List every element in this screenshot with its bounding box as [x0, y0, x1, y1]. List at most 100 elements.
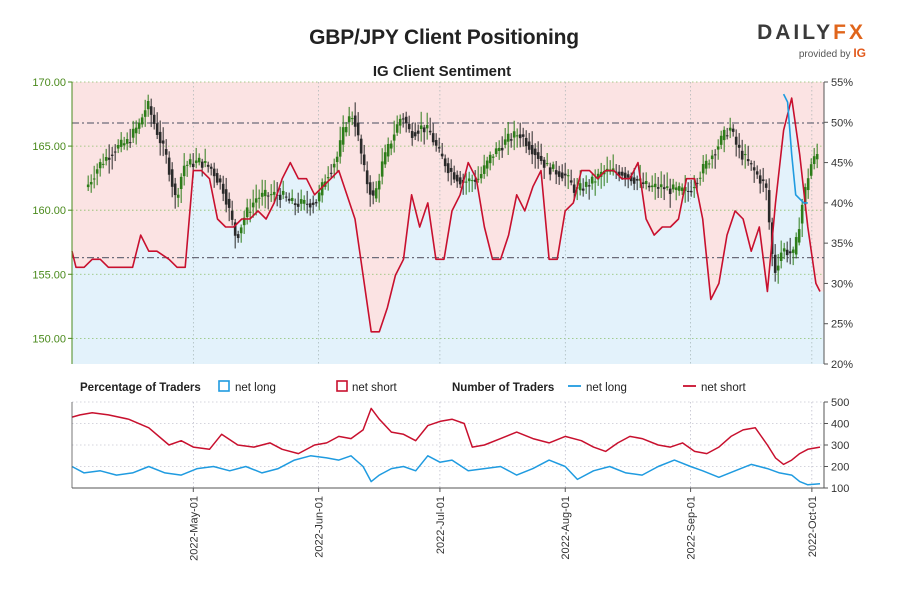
candle-down [530, 145, 534, 155]
candle-up [704, 160, 708, 169]
candle-down [206, 164, 210, 167]
count-tick-label: 400 [831, 419, 849, 431]
candle-down [278, 194, 282, 200]
candle-up [383, 152, 387, 165]
candle-down [212, 168, 216, 177]
candle-up [650, 185, 654, 188]
candle-down [572, 184, 576, 193]
candle-up [485, 160, 489, 169]
candle-down [164, 149, 168, 155]
count-tick-label: 500 [831, 397, 849, 409]
candle-down [788, 251, 792, 254]
candle-down [626, 174, 630, 178]
candle-up [506, 133, 510, 142]
legend-num-heading: Number of Traders [452, 382, 554, 394]
net-long-count-line [71, 455, 821, 486]
candle-up [143, 110, 147, 117]
candle-up [665, 186, 669, 188]
candle-up [782, 248, 786, 252]
candle-down [635, 179, 639, 181]
price-tick-label: 165.00 [32, 141, 66, 153]
candle-up [701, 163, 705, 174]
candle-down [233, 222, 237, 236]
percent-tick-label: 35% [831, 238, 853, 250]
candle-down [353, 115, 357, 127]
candle-up [698, 177, 702, 179]
candle-down [173, 183, 177, 196]
candle-down [443, 158, 447, 167]
candle-down [422, 127, 426, 133]
candle-down [368, 182, 372, 195]
candle-up [242, 217, 246, 226]
candle-down [518, 134, 522, 139]
candle-up [104, 157, 108, 161]
candle-down [149, 106, 153, 115]
x-tick-label: 2022-Jun-01 [314, 496, 326, 558]
candle-down [161, 140, 165, 144]
candle-down [755, 171, 759, 175]
x-tick-label: 2022-Sep-01 [686, 496, 698, 560]
candle-up [320, 182, 324, 196]
candle-up [125, 138, 129, 144]
candle-down [554, 170, 558, 175]
candle-up [251, 202, 255, 208]
candle-up [719, 135, 723, 145]
candle-down [434, 140, 438, 146]
chart-title: GBP/JPY Client Positioning [309, 26, 579, 49]
candle-up [479, 173, 483, 179]
legend-num-short-label: net short [701, 382, 747, 394]
candle-up [659, 184, 663, 188]
candle-up [710, 155, 714, 160]
candle-down [284, 196, 288, 198]
candle-down [431, 133, 435, 143]
count-tick-label: 100 [831, 483, 849, 495]
candle-down [521, 134, 525, 137]
candle-down [623, 172, 627, 179]
candle-up [392, 134, 396, 141]
candle-up [131, 128, 135, 138]
candle-down [401, 118, 405, 120]
candle-up [584, 181, 588, 187]
candle-down [452, 172, 456, 180]
candle-up [182, 165, 186, 177]
candle-down [407, 123, 411, 130]
legend-pct-long-label: net long [235, 382, 276, 394]
candle-down [329, 172, 333, 174]
candle-down [296, 203, 300, 207]
candle-up [176, 194, 180, 198]
candle-up [188, 159, 192, 165]
candle-down [500, 147, 504, 151]
candle-up [488, 154, 492, 164]
candle-down [629, 175, 633, 182]
candle-up [596, 173, 600, 180]
trader-count-panel: 100 200 300 400 500 [71, 397, 849, 495]
candle-down [167, 157, 171, 175]
candle-up [302, 199, 306, 204]
candle-up [338, 140, 342, 157]
candle-up [722, 129, 726, 141]
count-tick-label: 300 [831, 440, 849, 452]
candle-down [236, 234, 240, 239]
candle-up [95, 169, 99, 174]
candle-up [179, 176, 183, 189]
percent-tick-label: 30% [831, 278, 853, 290]
candle-up [239, 227, 243, 234]
candle-down [524, 137, 528, 147]
candle-down [404, 116, 408, 124]
percent-tick-label: 25% [831, 319, 853, 331]
candle-up [98, 162, 102, 169]
candle-down [746, 159, 750, 162]
legend: Percentage of Traders net long net short Nu… [80, 380, 747, 394]
candle-down [170, 169, 174, 187]
candle-down [371, 190, 375, 196]
candle-down [581, 188, 585, 191]
candle-down [266, 195, 270, 197]
candle-up [197, 157, 201, 163]
candle-up [815, 154, 819, 160]
candle-up [137, 122, 141, 129]
price-tick-label: 155.00 [32, 269, 66, 281]
candle-up [812, 156, 816, 165]
candle-up [89, 181, 93, 185]
candle-down [152, 114, 156, 124]
candle-down [737, 144, 741, 148]
